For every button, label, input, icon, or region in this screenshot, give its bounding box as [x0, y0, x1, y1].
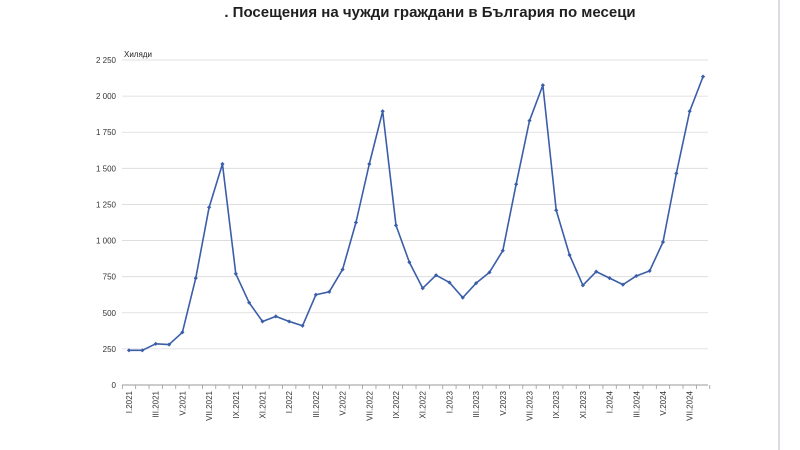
data-point	[153, 341, 158, 346]
x-tick-label: IX.2022	[392, 390, 401, 418]
data-point	[700, 74, 706, 79]
x-tick-label: XI.2021	[259, 390, 268, 418]
x-tick-label: III.2022	[312, 390, 321, 417]
y-tick-label: 1 750	[96, 128, 117, 137]
data-point	[460, 295, 465, 300]
data-point	[180, 330, 185, 335]
data-point	[527, 118, 532, 123]
series-line	[129, 76, 704, 352]
y-tick-label: 2 250	[96, 56, 117, 65]
x-tick-label: III.2024	[632, 390, 641, 417]
data-point	[166, 342, 172, 347]
x-tick-label: V.2024	[659, 390, 668, 415]
data-point	[474, 281, 479, 286]
data-point	[607, 276, 612, 281]
data-point	[233, 271, 238, 276]
y-tick-label: 1 250	[96, 200, 117, 209]
data-point	[580, 283, 585, 288]
data-point	[687, 109, 692, 114]
data-point	[380, 109, 385, 114]
y-tick-labels: 0 250 500 750 1 000 1 250 1 500 1 750 2 000 2 250	[96, 56, 117, 390]
series-points	[126, 74, 706, 353]
x-tick-labels: I.2021 III.2021 V.2021 VII.2021 IX.2021 XI.20…	[125, 390, 695, 420]
data-point	[126, 348, 132, 353]
data-point	[207, 205, 212, 210]
x-tick-label: I.2021	[125, 390, 134, 413]
x-tick-label: V.2022	[339, 390, 348, 415]
data-point	[487, 270, 492, 275]
x-tick-label: XI.2023	[579, 390, 588, 418]
data-point	[140, 348, 145, 353]
y-tick-label: 1 000	[96, 237, 117, 246]
y-tick-label: 0	[112, 381, 117, 390]
x-tick-label: VII.2024	[686, 390, 695, 420]
x-tick-label: IX.2021	[232, 390, 241, 418]
chart-title: . Посещения на чужди граждани в България…	[224, 4, 636, 21]
y-axis-label: Хиляди	[124, 50, 152, 59]
y-tick-label: 2 000	[96, 92, 117, 101]
data-point	[620, 282, 626, 287]
y-tick-label: 500	[103, 309, 117, 318]
x-tick-label: VII.2023	[526, 390, 535, 420]
y-tick-label: 1 500	[96, 164, 117, 173]
data-point	[273, 314, 278, 319]
data-point	[540, 83, 545, 88]
data-point	[393, 223, 399, 228]
x-tick-label: V.2021	[178, 390, 187, 415]
data-point	[514, 182, 519, 187]
data-point	[313, 292, 318, 297]
data-point	[634, 273, 639, 279]
x-tick-label: I.2023	[445, 390, 454, 413]
data-point	[567, 252, 572, 258]
x-tick-label: IX.2023	[552, 390, 561, 418]
y-tick-label: 250	[103, 345, 117, 354]
data-point	[260, 319, 265, 324]
data-point	[433, 273, 439, 278]
x-tick-label: V.2023	[499, 390, 508, 415]
data-point	[193, 276, 198, 281]
panel-border	[778, 0, 780, 450]
data-point	[420, 286, 425, 291]
x-tick-label: VII.2022	[365, 390, 374, 420]
data-point	[287, 319, 292, 324]
x-tick-label: III.2023	[472, 390, 481, 417]
x-tick-label: I.2024	[606, 390, 615, 413]
data-point	[447, 280, 452, 285]
data-point	[674, 171, 679, 176]
x-tick-label: I.2022	[285, 390, 294, 413]
data-point	[220, 161, 225, 167]
grid-lines	[122, 59, 708, 350]
x-tick-label: VII.2021	[205, 390, 214, 420]
data-point	[340, 267, 345, 272]
data-point	[554, 208, 559, 213]
data-point	[300, 323, 305, 328]
data-point	[247, 300, 252, 305]
data-point	[500, 248, 505, 253]
series-line-path	[129, 76, 704, 352]
axes	[121, 384, 711, 389]
data-point	[353, 220, 359, 225]
x-tick-label: XI.2022	[419, 390, 428, 418]
data-point	[327, 289, 332, 294]
y-tick-label: 750	[103, 273, 117, 282]
data-point	[594, 269, 599, 274]
data-point	[660, 239, 666, 245]
x-tick-label: III.2021	[152, 390, 161, 417]
data-point	[367, 161, 372, 167]
data-point	[647, 268, 652, 273]
data-point	[407, 260, 412, 265]
